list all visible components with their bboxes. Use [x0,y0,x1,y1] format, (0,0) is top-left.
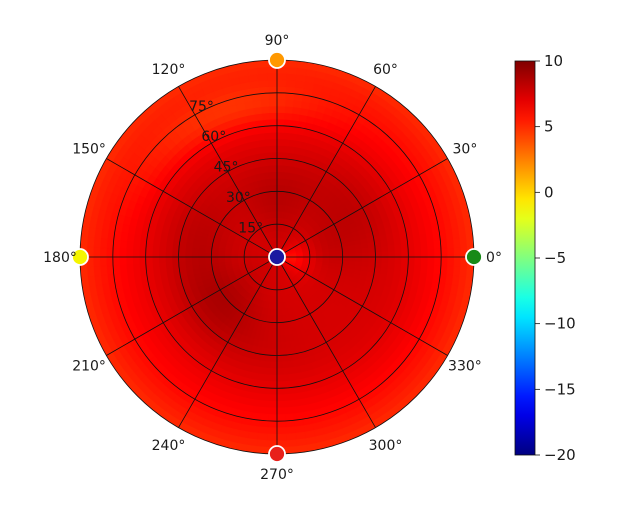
heatmap-field [80,60,474,454]
radial-tick-label: 45° [214,160,239,176]
marker-north [268,51,286,69]
azimuth-tick-label: 300° [369,438,403,454]
colorbar-tick-label: −10 [544,315,576,333]
azimuth-tick-label: 120° [152,62,186,78]
azimuth-tick-label: 180° [43,250,77,266]
colorbar: 10 5 0 −5 −10 −15 −20 [514,52,576,464]
marker-south [268,445,286,463]
colorbar-tick-label: 5 [544,118,554,136]
azimuth-tick-label: 90° [265,33,290,49]
radial-tick-label: 15° [238,221,263,237]
radial-tick-label: 75° [189,99,214,115]
radial-tick-label: 30° [226,190,251,206]
colorbar-tick-label: 10 [544,52,563,70]
colorbar-tick-label: 0 [544,183,554,201]
marker-zenith [268,248,286,266]
azimuth-tick-label: 60° [373,62,398,78]
colorbar-gradient [514,60,536,456]
colorbar-tick-label: −15 [544,380,576,398]
azimuth-tick-label: 0° [486,250,502,266]
azimuth-tick-label: 30° [453,142,478,158]
azimuth-tick-label: 270° [260,467,294,483]
radial-tick-label: 60° [201,129,226,145]
azimuth-tick-label: 240° [152,438,186,454]
colorbar-tick-label: −5 [544,249,566,267]
azimuth-tick-label: 330° [448,359,482,375]
marker-east [465,248,483,266]
azimuth-tick-label: 210° [72,359,106,375]
azimuth-tick-label: 150° [72,142,106,158]
colorbar-tick-label: −20 [544,446,576,464]
